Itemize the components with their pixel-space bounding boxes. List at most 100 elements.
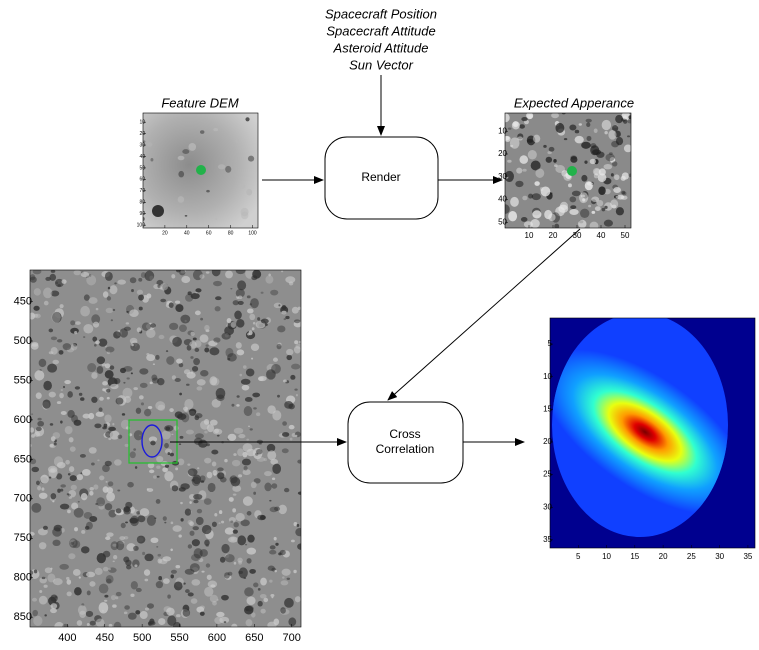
texture	[38, 542, 47, 550]
texture	[156, 455, 164, 463]
texture	[230, 477, 241, 487]
feature-point	[196, 165, 206, 175]
texture	[588, 204, 592, 208]
texture	[274, 506, 281, 511]
texture	[532, 134, 541, 143]
texture	[53, 442, 57, 446]
texture	[187, 463, 191, 466]
texture	[199, 475, 206, 483]
texture	[628, 173, 631, 178]
texture	[216, 598, 219, 601]
texture	[127, 612, 137, 620]
texture	[97, 459, 100, 462]
texture	[225, 347, 234, 358]
texture	[267, 565, 275, 571]
texture	[166, 607, 175, 616]
texture	[120, 522, 126, 529]
texture	[149, 381, 153, 385]
texture	[108, 623, 113, 627]
texture	[59, 503, 70, 510]
texture	[175, 565, 181, 569]
texture	[147, 142, 153, 147]
texture	[138, 395, 144, 400]
texture	[534, 181, 540, 186]
texture	[276, 343, 282, 350]
texture	[209, 347, 220, 356]
texture	[144, 553, 154, 562]
texture	[505, 113, 510, 123]
texture	[73, 270, 81, 276]
texture	[158, 334, 165, 340]
texture	[81, 603, 85, 607]
texture	[574, 129, 580, 134]
feature-dem-title: Feature DEM	[161, 95, 238, 110]
texture	[75, 321, 81, 325]
texture	[237, 300, 244, 305]
texture	[44, 614, 47, 617]
texture	[215, 218, 218, 220]
texture	[293, 569, 297, 574]
texture	[242, 365, 247, 369]
texture	[99, 475, 105, 481]
texture	[274, 569, 277, 573]
texture	[237, 557, 243, 563]
texture	[57, 284, 61, 287]
texture	[108, 509, 117, 518]
texture	[94, 343, 97, 347]
texture	[253, 491, 257, 495]
texture	[189, 530, 195, 536]
texture	[517, 136, 523, 141]
texture	[227, 571, 233, 576]
expected-image	[505, 113, 631, 228]
texture	[256, 456, 265, 462]
x-tick-label: 30	[573, 231, 582, 240]
texture	[214, 512, 218, 517]
texture	[139, 508, 150, 517]
texture	[205, 563, 211, 568]
texture	[294, 596, 301, 603]
texture	[170, 574, 174, 579]
texture	[131, 343, 134, 347]
texture	[52, 578, 63, 586]
texture	[146, 353, 150, 356]
texture	[98, 503, 105, 510]
texture	[48, 476, 52, 479]
texture	[104, 370, 114, 379]
y-tick-label: 50	[498, 217, 507, 226]
texture	[172, 525, 182, 532]
texture	[507, 127, 512, 130]
texture	[192, 474, 202, 485]
y-tick-label: 50	[139, 165, 145, 171]
texture	[68, 553, 76, 560]
texture	[290, 539, 295, 543]
texture	[33, 288, 41, 296]
texture	[52, 539, 61, 547]
texture	[60, 488, 64, 492]
texture	[581, 174, 588, 182]
texture	[80, 271, 90, 278]
texture	[195, 291, 198, 294]
y-tick-label: 40	[139, 154, 145, 160]
texture	[169, 408, 174, 413]
texture	[194, 310, 201, 316]
texture	[255, 452, 259, 456]
texture	[246, 596, 256, 606]
texture	[104, 414, 112, 423]
texture	[282, 432, 290, 437]
x-tick-label: 50	[621, 231, 630, 240]
texture	[166, 356, 175, 365]
texture	[73, 507, 84, 518]
texture	[250, 481, 257, 489]
texture	[269, 549, 277, 555]
texture	[36, 480, 40, 486]
texture	[238, 560, 243, 565]
texture	[615, 196, 619, 198]
texture	[246, 558, 252, 564]
texture	[52, 359, 60, 365]
texture	[266, 369, 276, 380]
texture	[232, 485, 242, 492]
texture	[224, 553, 230, 559]
texture	[268, 273, 271, 277]
y-tick-label: 10	[543, 372, 552, 381]
axis: 5 10 15 20 25 30 35 5 10 15 20 25 30 35	[543, 339, 753, 561]
